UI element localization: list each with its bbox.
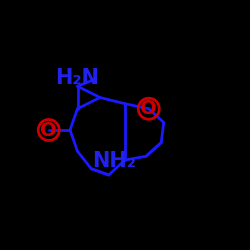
Text: O: O [140,99,157,118]
Text: H₂N: H₂N [55,68,99,87]
Text: NH₂: NH₂ [92,151,136,171]
Text: O: O [40,120,57,140]
